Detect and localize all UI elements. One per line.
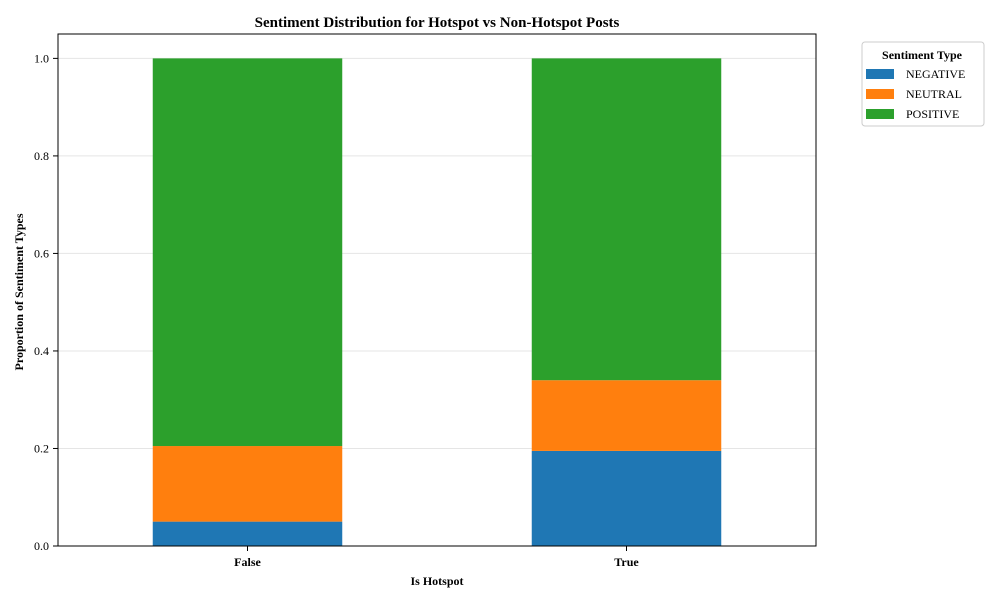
x-tick-label-true: True [614, 555, 639, 569]
bar-neutral-false [152, 446, 343, 522]
bar-negative-true [531, 450, 722, 546]
y-axis-label: Proportion of Sentiment Types [12, 213, 26, 370]
legend-title: Sentiment Type [882, 48, 963, 62]
bar-negative-false [152, 521, 343, 546]
legend-label-positive: POSITIVE [906, 107, 959, 121]
y-tick-label-4: 0.8 [34, 149, 49, 163]
bar-positive-true [531, 58, 722, 381]
chart-title: Sentiment Distribution for Hotspot vs No… [255, 15, 620, 31]
bar-neutral-true [531, 380, 722, 451]
x-axis-label: Is Hotspot [410, 574, 463, 588]
y-tick-label-3: 0.6 [34, 246, 49, 260]
y-ticks-group: 0.0 0.2 0.4 0.6 0.8 1.0 [34, 51, 58, 553]
legend-items: NEGATIVE NEUTRAL POSITIVE [866, 67, 965, 121]
legend-label-negative: NEGATIVE [906, 67, 965, 81]
legend-label-neutral: NEUTRAL [906, 87, 962, 101]
y-tick-label-1: 0.2 [34, 441, 49, 455]
x-ticks-group: False True [234, 546, 639, 569]
y-tick-label-5: 1.0 [34, 51, 49, 65]
bars-group [152, 58, 722, 546]
x-tick-label-false: False [234, 555, 261, 569]
bar-positive-false [152, 58, 343, 447]
plot-frame [57, 33, 817, 547]
legend-swatch-neutral [866, 89, 894, 99]
legend-swatch-positive [866, 109, 894, 119]
axes-group [57, 33, 817, 547]
legend-swatch-negative [866, 69, 894, 79]
legend-box [861, 41, 985, 127]
y-tick-label-2: 0.4 [34, 344, 49, 358]
y-tick-label-0: 0.0 [34, 539, 49, 553]
legend: Sentiment Type NEGATIVE NEUTRAL POSITIVE [861, 41, 985, 127]
